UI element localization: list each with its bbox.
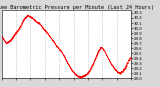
Title: Milwaukee Barometric Pressure per Minute (Last 24 Hours): Milwaukee Barometric Pressure per Minute…: [0, 5, 154, 10]
